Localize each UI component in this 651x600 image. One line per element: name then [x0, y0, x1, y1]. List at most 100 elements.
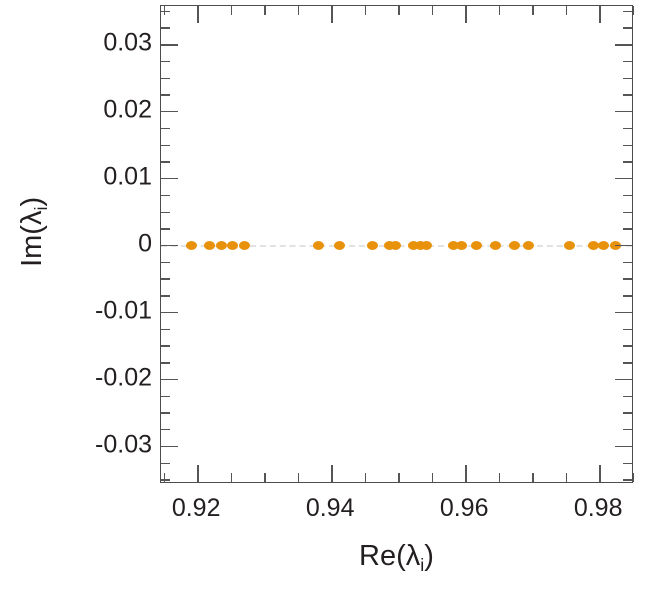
data-point [383, 240, 395, 250]
data-point [226, 240, 238, 250]
y-axis-tick-right [615, 445, 632, 448]
x-axis-tick [297, 473, 300, 482]
x-axis-tick-top [465, 6, 467, 23]
y-axis-tick [161, 10, 170, 13]
data-point [489, 240, 501, 250]
x-axis-tick-top [331, 6, 333, 23]
y-tick-label: 0 [138, 229, 152, 258]
y-tick-label: 0.01 [103, 162, 152, 191]
data-point [216, 240, 228, 250]
x-axis-tick [599, 465, 601, 482]
y-axis-tick-right [623, 362, 632, 364]
y-axis-tick [161, 311, 178, 314]
x-axis-tick [398, 473, 400, 482]
x-tick-label: 0.98 [573, 494, 623, 522]
data-point [312, 240, 324, 250]
y-axis-tick [161, 445, 178, 448]
y-axis-tick [161, 44, 178, 46]
y-axis-tick-right [623, 395, 632, 398]
y-axis-tick-right [615, 44, 632, 46]
y-axis-tick [161, 345, 170, 347]
y-axis-tick-right [623, 479, 632, 481]
x-axis-tick [632, 473, 635, 482]
x-tick-label: 0.94 [305, 494, 355, 522]
y-axis-tick-right [623, 429, 632, 431]
y-axis-tick-right [623, 345, 632, 347]
plot-frame [160, 5, 635, 483]
y-axis-tick-right [623, 278, 632, 280]
x-axis-tick [498, 473, 501, 482]
y-axis-title-text: Im( [16, 225, 49, 267]
y-axis-tick-right [623, 328, 632, 331]
y-axis-tick [161, 479, 170, 481]
x-axis-tick-top [498, 6, 501, 15]
y-tick-label: -0.03 [95, 430, 152, 459]
data-point [587, 240, 599, 250]
x-axis-tick-top [197, 6, 199, 23]
data-point [204, 240, 216, 250]
y-axis-title-close: ) [16, 196, 49, 207]
data-point [389, 240, 401, 250]
data-point [448, 240, 460, 250]
y-axis-tick-right [623, 194, 632, 197]
x-axis-tick-top [364, 6, 367, 15]
y-axis-tick-right [615, 178, 632, 180]
y-axis-title: Im(λi) [16, 112, 52, 352]
y-axis-tick [161, 111, 178, 113]
data-point [508, 240, 520, 250]
x-axis-tick [431, 473, 434, 482]
data-point [523, 240, 535, 250]
y-axis-tick [161, 144, 170, 146]
y-axis-tick [161, 194, 170, 197]
y-axis-tick-right [623, 211, 632, 213]
y-axis-tick [161, 412, 170, 414]
y-axis-tick-right [615, 111, 632, 113]
x-axis-tick [532, 473, 534, 482]
y-axis-tick [161, 278, 170, 280]
x-axis-tick-top [532, 6, 534, 15]
y-axis-tick [161, 395, 170, 398]
y-axis-tick-right [615, 378, 632, 381]
x-axis-tick-top [163, 6, 166, 15]
y-axis-tick [161, 245, 178, 247]
data-point [421, 240, 433, 250]
y-axis-title-subscript: i [30, 206, 51, 211]
x-tick-label: 0.96 [439, 494, 489, 522]
y-axis-tick [161, 429, 170, 431]
y-tick-label: 0.02 [103, 95, 152, 124]
x-axis-title: Re(λi) [160, 540, 633, 576]
x-axis-tick-top [398, 6, 400, 15]
y-axis-tick [161, 27, 170, 29]
x-axis-tick-top [565, 6, 568, 15]
data-point [471, 240, 483, 250]
x-axis-tick [465, 465, 467, 482]
y-tick-label: -0.01 [95, 296, 152, 325]
x-axis-tick-top [431, 6, 434, 15]
y-axis-tick [161, 328, 170, 331]
y-axis-tick-right [623, 10, 632, 13]
y-axis-tick-right [623, 127, 632, 130]
data-point [597, 240, 609, 250]
data-point [333, 240, 345, 250]
y-axis-tick-right [615, 245, 632, 247]
y-axis-tick-right [623, 412, 632, 414]
data-point [563, 240, 575, 250]
x-axis-tick [163, 473, 166, 482]
x-axis-tick [331, 465, 333, 482]
y-axis-tick-right [615, 311, 632, 314]
y-axis-tick [161, 77, 170, 80]
y-axis-tick-right [623, 295, 632, 297]
y-axis-tick [161, 261, 170, 264]
x-axis-title-text: Re( [359, 540, 406, 572]
y-axis-tick [161, 127, 170, 130]
y-axis-tick-right [623, 60, 632, 63]
x-axis-tick-top [230, 6, 233, 15]
y-tick-label: 0.03 [103, 28, 152, 57]
data-point [366, 240, 378, 250]
y-axis-tick-right [623, 228, 632, 230]
y-axis-tick-labels: 0.03 0.02 0.01 0 -0.01 -0.02 -0.03 [30, 5, 152, 483]
y-axis-tick [161, 462, 170, 464]
x-axis-tick [230, 473, 233, 482]
y-axis-tick [161, 378, 178, 381]
